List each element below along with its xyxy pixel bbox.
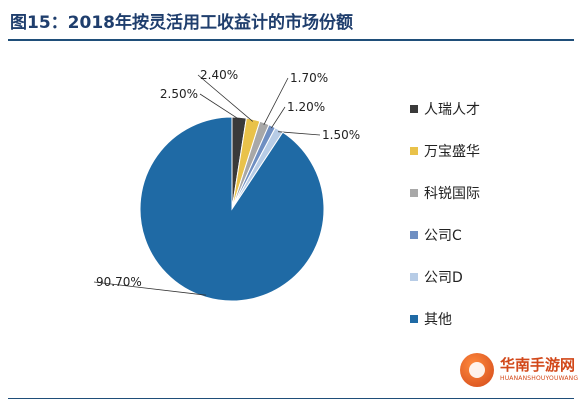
slice-data-label-1: 2.50% xyxy=(160,87,198,101)
legend-item-2: 万宝盛华 xyxy=(410,137,480,165)
leader-line-5 xyxy=(278,131,321,136)
page-title: 图15：2018年按灵活用工收益计的市场份额 xyxy=(10,13,353,33)
leader-line-1 xyxy=(199,93,240,120)
legend-item-6: 其他 xyxy=(410,305,480,333)
watermark: 华南手游网 HUANANSHOUYOUWANG xyxy=(460,351,578,391)
legend-swatch-1 xyxy=(410,105,418,113)
leader-line-6 xyxy=(93,281,207,296)
legend-item-4: 公司C xyxy=(410,221,480,249)
legend-item-1: 人瑞人才 xyxy=(410,95,480,123)
legend-swatch-6 xyxy=(410,315,418,323)
slice-data-label-3: 1.70% xyxy=(290,71,328,85)
legend-item-3: 科锐国际 xyxy=(410,179,480,207)
bottom-divider xyxy=(8,398,574,399)
slice-data-label-4: 1.20% xyxy=(287,100,325,114)
legend-swatch-3 xyxy=(410,189,418,197)
watermark-brand: 华南手游网 xyxy=(500,356,576,374)
legend-item-5: 公司D xyxy=(410,263,480,291)
legend-swatch-2 xyxy=(410,147,418,155)
legend-label-1: 人瑞人才 xyxy=(424,102,480,118)
pie-slice-6 xyxy=(139,116,325,302)
legend-label-2: 万宝盛华 xyxy=(424,144,480,160)
legend-label-4: 公司C xyxy=(424,228,462,244)
legend-swatch-4 xyxy=(410,231,418,239)
legend-label-5: 公司D xyxy=(424,270,463,286)
slice-data-label-5: 1.50% xyxy=(322,128,360,142)
watermark-subtitle: HUANANSHOUYOUWANG xyxy=(500,375,579,382)
slice-data-label-2: 2.40% xyxy=(200,68,238,82)
title-divider xyxy=(8,39,574,41)
leader-line-2 xyxy=(197,74,253,122)
slice-data-label-6: 90.70% xyxy=(96,275,142,289)
leader-line-3 xyxy=(263,77,289,125)
legend-swatch-5 xyxy=(410,273,418,281)
watermark-logo-icon xyxy=(460,353,494,387)
chart-legend: 人瑞人才万宝盛华科锐国际公司C 公司D 其他 xyxy=(410,95,480,347)
leader-line-4 xyxy=(271,106,286,129)
legend-label-3: 科锐国际 xyxy=(424,186,480,202)
legend-label-6: 其他 xyxy=(424,312,452,328)
